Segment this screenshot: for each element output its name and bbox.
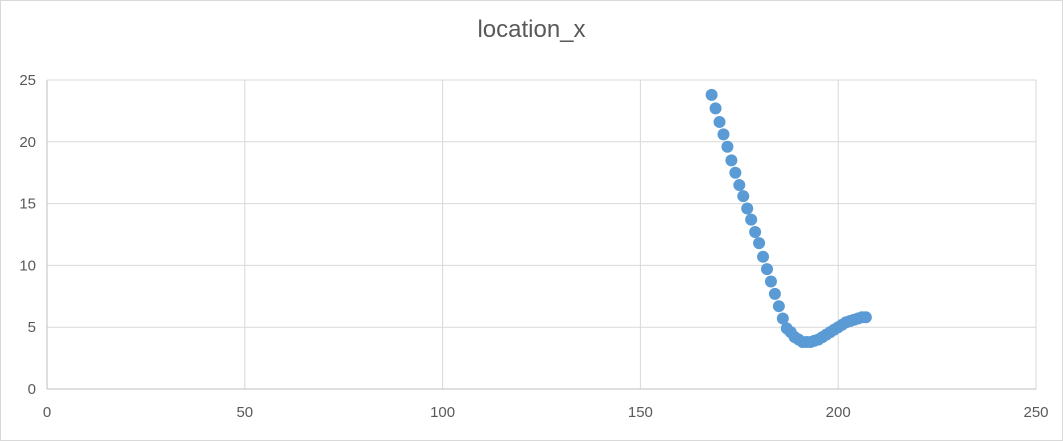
data-point xyxy=(705,88,718,101)
data-point xyxy=(737,190,750,203)
data-point xyxy=(760,263,773,276)
y-tick-label: 10 xyxy=(19,257,36,274)
data-point xyxy=(753,237,766,250)
y-tick-label: 25 xyxy=(19,72,36,89)
data-point xyxy=(745,213,758,226)
data-point xyxy=(725,154,738,167)
axes xyxy=(46,80,1036,390)
x-tick-label: 250 xyxy=(1023,404,1048,421)
data-point xyxy=(713,116,726,129)
y-tick-label: 20 xyxy=(19,134,36,151)
x-tick-label: 0 xyxy=(43,404,51,421)
data-point xyxy=(721,140,734,153)
y-tick-label: 5 xyxy=(28,319,36,336)
data-point xyxy=(733,179,746,192)
data-point xyxy=(749,226,762,239)
y-tick-label: 0 xyxy=(28,381,36,398)
x-tick-label: 50 xyxy=(236,404,253,421)
data-point xyxy=(709,102,722,115)
x-tick-label: 100 xyxy=(430,404,455,421)
y-tick-label: 15 xyxy=(19,196,36,213)
data-point xyxy=(768,287,781,300)
data-points xyxy=(705,88,872,349)
data-point xyxy=(757,250,770,263)
data-point xyxy=(764,275,777,288)
gridlines xyxy=(47,79,1037,389)
data-point xyxy=(776,312,789,325)
chart-title: location_x xyxy=(477,16,586,43)
data-point xyxy=(729,166,742,179)
x-tick-label: 150 xyxy=(628,404,653,421)
data-point xyxy=(772,300,785,313)
data-point xyxy=(859,311,872,324)
data-point xyxy=(741,202,754,215)
data-point xyxy=(717,128,730,141)
x-tick-label: 200 xyxy=(826,404,851,421)
